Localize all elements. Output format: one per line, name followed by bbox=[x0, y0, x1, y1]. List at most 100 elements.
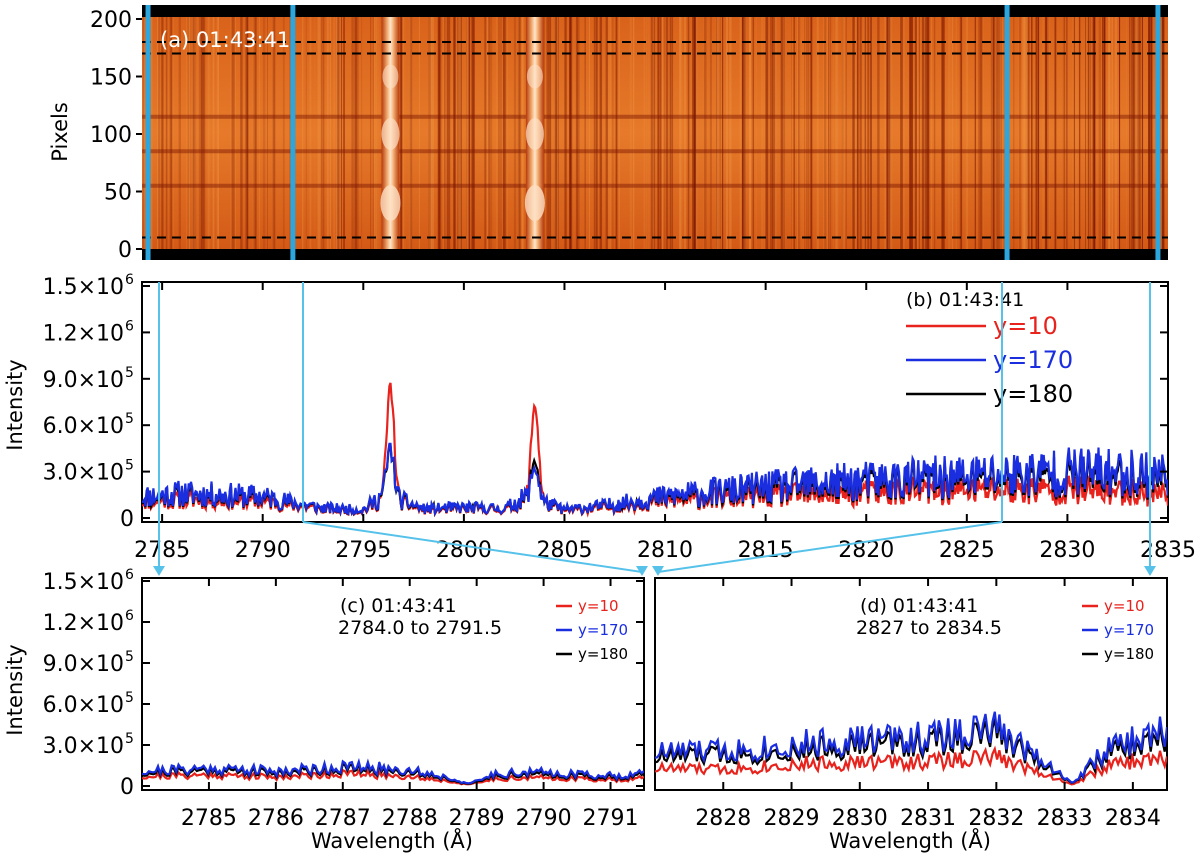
spectrogram-column bbox=[326, 17, 329, 249]
spectrogram-column bbox=[695, 17, 698, 249]
spectrogram-column bbox=[454, 17, 456, 249]
spectrogram-column bbox=[402, 17, 404, 249]
spectrogram-column bbox=[910, 17, 913, 249]
series-line-y-170 bbox=[655, 711, 1167, 784]
spectrogram-column bbox=[961, 17, 963, 249]
spectrogram-column bbox=[693, 17, 694, 249]
spectrogram-column bbox=[1136, 17, 1139, 249]
spectrogram-column bbox=[990, 17, 994, 249]
spectrogram-column bbox=[149, 17, 152, 249]
spectrogram-column bbox=[1024, 17, 1027, 249]
spectrogram-column bbox=[657, 17, 660, 249]
spectrogram-column bbox=[833, 17, 834, 249]
spectrogram-column bbox=[1025, 17, 1028, 249]
legend-label: y=10 bbox=[1104, 597, 1145, 615]
spectrogram-column bbox=[801, 17, 804, 249]
spectrogram-column bbox=[719, 17, 722, 249]
spectrogram-column bbox=[453, 17, 456, 249]
spectrogram-column bbox=[1027, 17, 1029, 249]
spectrogram-column bbox=[856, 17, 859, 249]
spectrogram-column bbox=[192, 17, 196, 249]
y-tick-exponent: 5 bbox=[125, 365, 134, 381]
spectrogram-column bbox=[719, 17, 722, 249]
spectrogram-column bbox=[554, 17, 558, 249]
spectrogram-column bbox=[803, 17, 805, 249]
spectrogram-column bbox=[377, 17, 380, 249]
spectrogram-column bbox=[506, 17, 508, 249]
spectrogram-column bbox=[329, 17, 332, 249]
panel-a-ylabel: Pixels bbox=[48, 102, 72, 162]
spectrogram-column bbox=[683, 17, 686, 249]
spectrogram-column bbox=[765, 17, 769, 249]
spectrogram-column bbox=[669, 17, 672, 249]
spectrogram-column bbox=[999, 17, 1002, 249]
spectrogram-column bbox=[679, 17, 681, 249]
spectrogram-column bbox=[755, 17, 757, 249]
spectrogram-column bbox=[791, 17, 794, 249]
spectrogram-column bbox=[556, 17, 558, 249]
spectrogram-column bbox=[340, 17, 342, 249]
spectrogram-column bbox=[869, 17, 871, 249]
legend-label: y=180 bbox=[1104, 645, 1154, 663]
y-tick-exponent: 5 bbox=[125, 411, 134, 427]
spectrogram-column bbox=[618, 17, 620, 249]
spectrogram-column bbox=[858, 17, 861, 249]
panel-c-ylabel: Intensity bbox=[3, 644, 27, 735]
y-tick-label: 150 bbox=[90, 66, 132, 91]
panel-c-annotation-2: 2784.0 to 2791.5 bbox=[338, 617, 502, 639]
spectrogram-column bbox=[864, 17, 866, 249]
spectrogram-column bbox=[718, 17, 721, 249]
spectrogram-column bbox=[997, 17, 1001, 249]
spectrogram-column bbox=[974, 17, 976, 249]
spectrogram-column bbox=[1079, 17, 1081, 249]
spectrogram-column bbox=[328, 17, 330, 249]
spectrogram-column bbox=[765, 17, 769, 249]
spectrogram-column bbox=[252, 17, 254, 249]
spectrogram-column bbox=[488, 17, 490, 249]
spectrogram-column bbox=[1047, 17, 1050, 249]
spectrogram-column bbox=[231, 17, 233, 249]
spectrogram-column bbox=[418, 17, 420, 249]
y-tick-label: 3.0×10 bbox=[43, 461, 124, 486]
spectrogram-column bbox=[212, 17, 215, 249]
spectrogram-column bbox=[246, 17, 248, 249]
spectrogram-column bbox=[806, 17, 808, 249]
spectrogram-column bbox=[1066, 17, 1068, 249]
spectrogram-column bbox=[867, 17, 870, 249]
spectrogram-column bbox=[995, 17, 997, 249]
spectrogram-column bbox=[671, 17, 673, 249]
y-tick-label: 6.0×10 bbox=[43, 414, 124, 439]
spectrogram-column bbox=[554, 17, 557, 249]
dark-row bbox=[142, 183, 1168, 188]
spectrogram-column bbox=[254, 17, 257, 249]
spectrogram-column bbox=[457, 17, 460, 249]
spectrogram-column bbox=[157, 17, 160, 249]
spectrogram-column bbox=[965, 17, 969, 249]
spectrogram-column bbox=[996, 17, 998, 249]
spectrogram-column bbox=[245, 17, 247, 249]
spectrogram-column bbox=[188, 17, 191, 249]
spectrogram-column bbox=[1129, 17, 1131, 249]
x-tick-label: 2805 bbox=[536, 538, 592, 563]
spectrogram-column bbox=[575, 17, 579, 249]
spectrogram-column bbox=[744, 17, 746, 249]
spectrogram-column bbox=[1108, 17, 1110, 249]
spectrogram-column bbox=[845, 17, 847, 249]
x-tick-label: 2825 bbox=[939, 538, 995, 563]
spectrogram-column bbox=[170, 17, 172, 249]
spectrogram-column bbox=[321, 17, 323, 249]
spectrogram-column bbox=[643, 17, 646, 249]
spectrogram-column bbox=[202, 17, 204, 249]
spectrogram-column bbox=[458, 17, 461, 249]
spectrogram-column bbox=[409, 17, 411, 249]
spectrogram-column bbox=[870, 17, 872, 249]
spectrogram-column bbox=[780, 17, 782, 249]
spectrogram-column bbox=[1044, 17, 1047, 249]
spectrogram-column bbox=[1087, 17, 1090, 249]
bright-blob bbox=[382, 64, 399, 89]
spectrogram-column bbox=[1150, 17, 1153, 249]
spectrogram-column bbox=[484, 17, 487, 249]
spectrogram-column bbox=[684, 17, 686, 249]
spectrogram-column bbox=[889, 17, 893, 249]
spectrogram-column bbox=[836, 17, 839, 249]
